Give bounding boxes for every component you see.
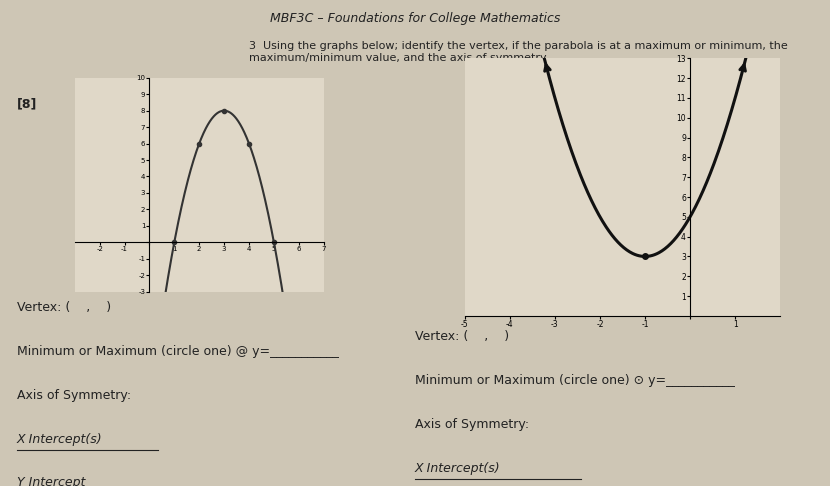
Text: Axis of Symmetry:: Axis of Symmetry: — [17, 389, 130, 402]
Text: X Intercept(s): X Intercept(s) — [415, 462, 500, 475]
Text: 3  Using the graphs below; identify the vertex, if the parabola is at a maximum : 3 Using the graphs below; identify the v… — [249, 41, 788, 63]
Text: Vertex: (    ,    ): Vertex: ( , ) — [17, 301, 110, 314]
Text: Minimum or Maximum (circle one) ⊙ y=___________: Minimum or Maximum (circle one) ⊙ y=____… — [415, 374, 735, 387]
Text: MBF3C – Foundations for College Mathematics: MBF3C – Foundations for College Mathemat… — [270, 12, 560, 25]
Text: Axis of Symmetry:: Axis of Symmetry: — [415, 418, 530, 431]
Text: [8]: [8] — [17, 97, 37, 110]
Text: X Intercept(s): X Intercept(s) — [17, 433, 102, 446]
Text: Y Intercept: Y Intercept — [17, 476, 85, 486]
Text: Vertex: (    ,    ): Vertex: ( , ) — [415, 330, 509, 344]
Text: Minimum or Maximum (circle one) @ y=___________: Minimum or Maximum (circle one) @ y=____… — [17, 345, 339, 358]
